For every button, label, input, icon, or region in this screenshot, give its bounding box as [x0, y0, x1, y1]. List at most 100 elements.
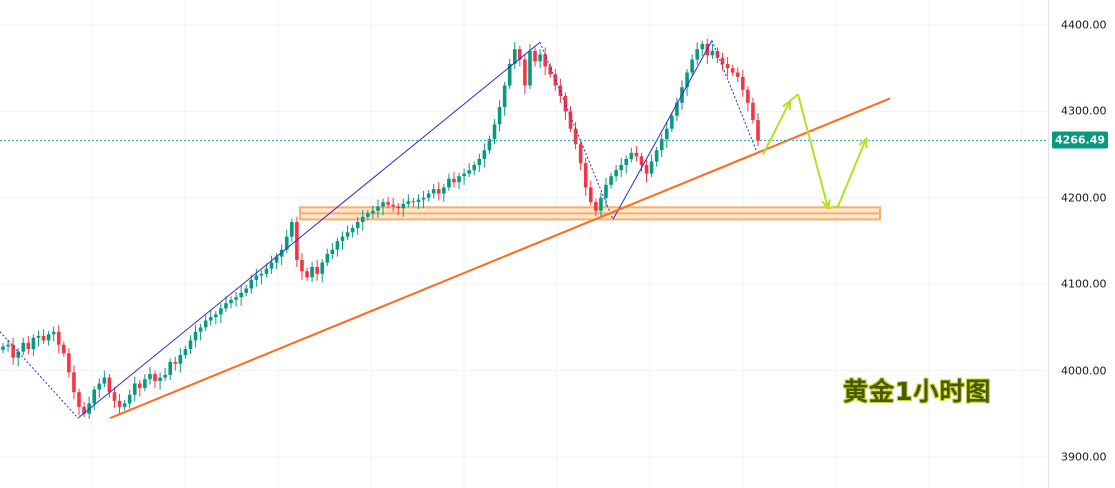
projection-line: [837, 138, 867, 207]
candle-body: [735, 72, 740, 77]
candle-body: [16, 351, 21, 358]
candle-body: [487, 139, 492, 151]
candle-body: [497, 107, 502, 125]
price-axis[interactable]: 4400.00 4300.00 4200.00 4100.00 4000.00 …: [1048, 0, 1115, 488]
candle-body: [239, 292, 243, 298]
candle-body: [604, 184, 608, 198]
price-plot[interactable]: [0, 0, 1048, 488]
candle-body: [477, 158, 482, 165]
candle-body: [447, 178, 451, 188]
candle-body: [31, 337, 36, 349]
tick-label: 4000.00: [1061, 364, 1107, 378]
candle-body: [107, 377, 112, 393]
candle-body: [416, 199, 421, 203]
tick-label: 4100.00: [1061, 277, 1107, 291]
candle-body: [193, 331, 198, 341]
candle-body: [644, 164, 649, 174]
candle-body: [102, 377, 107, 384]
candle-body: [396, 206, 401, 209]
candle-body: [670, 115, 674, 129]
tick-label: 4400.00: [1061, 18, 1107, 32]
candle-body: [523, 59, 527, 86]
candle-body: [715, 50, 720, 58]
candle-body: [725, 63, 730, 69]
tick-label: 4200.00: [1061, 191, 1107, 205]
candle-body: [401, 203, 406, 209]
candle-body: [381, 202, 385, 207]
candle-body: [457, 176, 461, 183]
candle-body: [695, 49, 699, 60]
trendline: [109, 97, 891, 420]
projection-line: [797, 93, 829, 209]
candle-body: [183, 349, 188, 356]
projection-line: [762, 100, 791, 156]
candle-body: [143, 379, 147, 388]
candle-body: [198, 327, 203, 332]
current-price-badge: 4266.49: [1052, 131, 1108, 149]
candle-body: [609, 176, 613, 185]
candle-body: [406, 201, 411, 204]
candle-body: [538, 54, 542, 62]
candle-body: [452, 178, 456, 183]
candle-body: [122, 403, 127, 407]
candle-body: [219, 308, 223, 315]
candle-body: [11, 344, 15, 358]
candle-body: [482, 150, 487, 159]
candle-body: [148, 374, 152, 380]
candle-body: [234, 297, 238, 300]
candle-body: [366, 213, 370, 217]
candle-body: [305, 271, 309, 278]
candle-body: [442, 187, 446, 194]
candle-body: [391, 204, 395, 207]
candle-body: [77, 392, 81, 407]
tick-label: 4300.00: [1061, 104, 1107, 118]
candle-body: [127, 394, 132, 404]
candle-body: [41, 336, 46, 341]
candle-body: [269, 262, 274, 269]
candle-body: [654, 150, 659, 162]
candle-body: [284, 236, 289, 250]
candle-body: [462, 173, 466, 177]
candle-body: [756, 120, 760, 141]
candle-body: [112, 392, 117, 401]
candle-body: [1, 346, 5, 350]
candle-body: [730, 68, 735, 73]
candle-body: [163, 374, 167, 378]
candle-body: [664, 128, 669, 140]
candle-body: [168, 361, 173, 375]
candle-body: [325, 253, 330, 263]
candle-body: [67, 353, 71, 373]
candle-body: [153, 374, 157, 381]
candle-body: [244, 288, 249, 293]
candle-body: [310, 266, 314, 278]
candle-body: [700, 44, 705, 50]
candle-body: [173, 361, 178, 364]
candle-body: [543, 54, 547, 67]
candle-body: [740, 76, 745, 90]
candle-body: [746, 89, 750, 103]
projection-line: [789, 93, 799, 102]
candle-body: [685, 72, 689, 88]
candle-body: [563, 95, 568, 112]
candle-body: [588, 187, 593, 203]
candle-body: [290, 221, 294, 237]
candle-body: [158, 377, 162, 381]
candle-body: [386, 202, 390, 205]
candle-body: [599, 197, 603, 211]
candle-body: [46, 334, 51, 341]
candle-body: [203, 320, 208, 328]
chart-title: 黄金1小时图: [843, 377, 992, 406]
candle-body: [751, 102, 755, 121]
candle-body: [376, 206, 380, 211]
candle-body: [6, 344, 10, 347]
candle-body: [467, 170, 471, 174]
candle-body: [659, 139, 664, 151]
candle-body: [330, 249, 335, 254]
candle-body: [533, 50, 537, 62]
candle-body: [21, 342, 26, 352]
candle-body: [507, 63, 512, 86]
candle-body: [411, 201, 416, 203]
candle-body: [188, 340, 193, 349]
candle-body: [335, 241, 340, 250]
